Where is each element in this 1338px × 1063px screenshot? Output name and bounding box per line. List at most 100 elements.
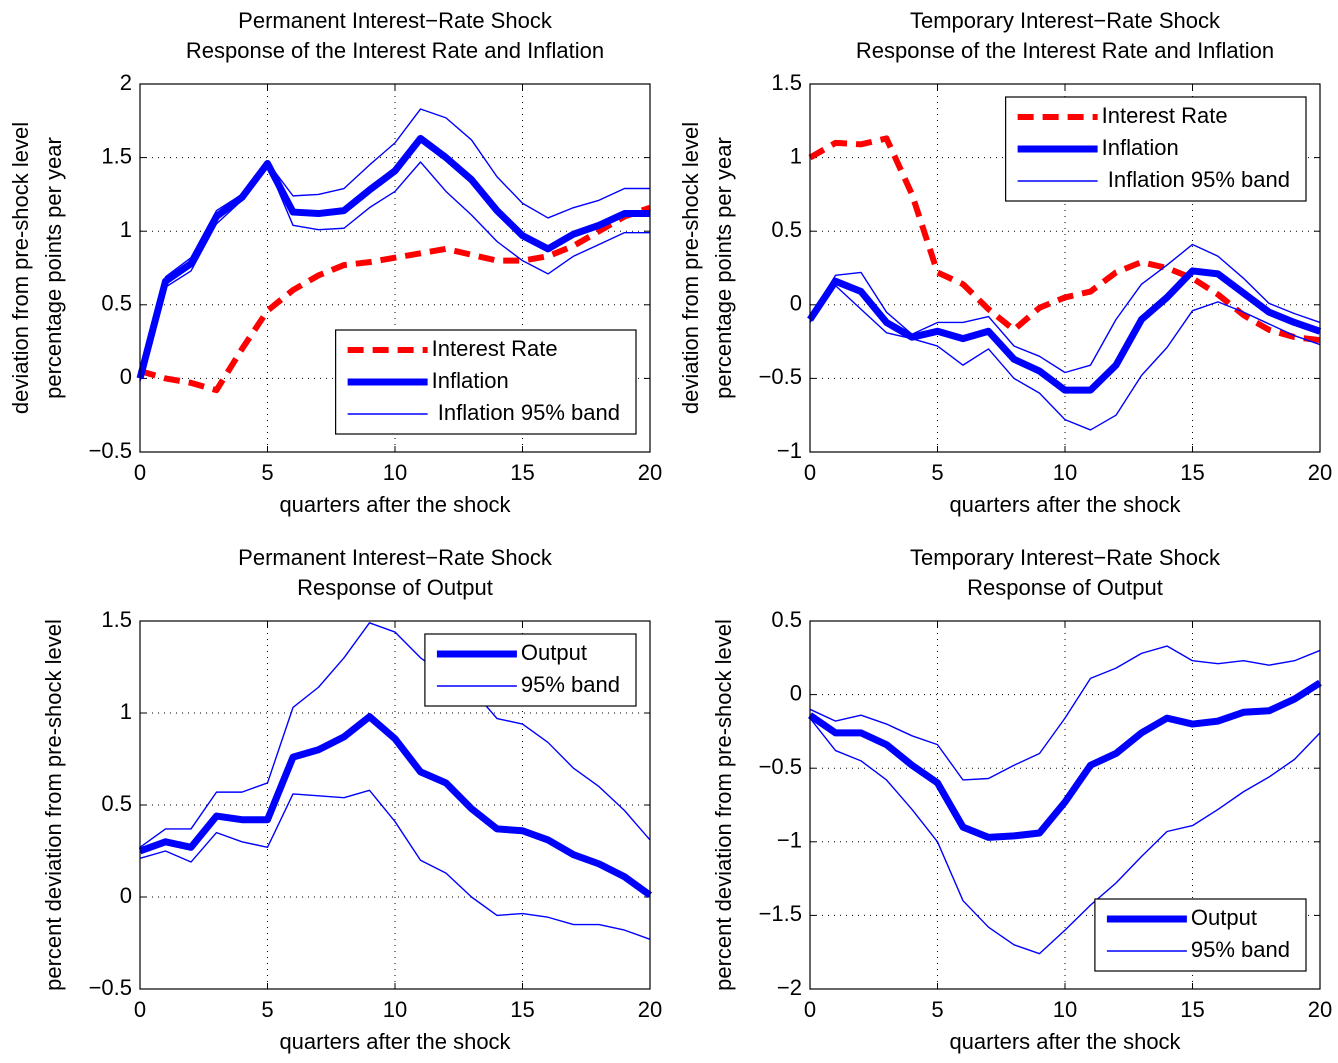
- legend: Output 95% band: [1094, 898, 1307, 972]
- x-tick-label: 0: [134, 460, 146, 485]
- legend-label: Inflation 95% band: [432, 400, 620, 425]
- x-tick-label: 5: [261, 460, 273, 485]
- x-tick-label: 20: [1308, 997, 1332, 1022]
- axes-frame: [809, 620, 1321, 990]
- band-upper-line: [809, 243, 1321, 374]
- legend-label: Inflation: [1102, 135, 1179, 160]
- y-axis-label: percent deviation from pre-shock level: [711, 619, 736, 991]
- x-axis-label: quarters after the shock: [949, 1029, 1181, 1054]
- chart-title: Temporary Interest−Rate Shock: [910, 8, 1221, 33]
- y-tick-label: −0.5: [759, 364, 802, 389]
- x-tick-label: 0: [804, 460, 816, 485]
- legend-label: 95% band: [521, 672, 620, 697]
- x-tick-label: 15: [1180, 460, 1204, 485]
- y-tick-label: 0.5: [771, 217, 802, 242]
- chart-subtitle: Response of the Interest Rate and Inflat…: [856, 38, 1274, 63]
- x-axis-label: quarters after the shock: [949, 492, 1181, 517]
- x-tick-label: 5: [261, 997, 273, 1022]
- y-tick-label: −0.5: [89, 975, 132, 1000]
- x-tick-label: 0: [804, 997, 816, 1022]
- x-tick-label: 0: [134, 997, 146, 1022]
- legend: Output 95% band: [424, 633, 637, 707]
- x-tick-label: 15: [510, 997, 534, 1022]
- legend-label: Interest Rate: [432, 336, 558, 361]
- y-tick-label: −2: [777, 975, 802, 1000]
- legend-label: Inflation: [432, 368, 509, 393]
- y-tick-label: 1.5: [101, 607, 132, 632]
- y-axis-label: deviation from pre-shock level: [678, 122, 703, 414]
- legend: Interest Rate Inflation Inflation 95% ban…: [1005, 96, 1307, 202]
- y-axis-label: percentage points per year: [41, 137, 66, 399]
- series-line: [136, 134, 650, 380]
- chart-subtitle: Response of Output: [967, 575, 1163, 600]
- y-tick-label: −1.5: [759, 901, 802, 926]
- band-lower-line: [809, 717, 1321, 955]
- legend-label: 95% band: [1191, 937, 1290, 962]
- x-tick-label: 10: [1053, 997, 1077, 1022]
- x-tick-label: 10: [1053, 460, 1077, 485]
- y-tick-label: −0.5: [759, 754, 802, 779]
- subplot: Temporary Interest−Rate Shock Response of…: [678, 8, 1332, 517]
- chart-subtitle: Response of the Interest Rate and Inflat…: [186, 38, 604, 63]
- x-tick-label: 5: [931, 997, 943, 1022]
- y-tick-label: 0: [120, 364, 132, 389]
- subplot: Temporary Interest−Rate Shock Response of…: [711, 545, 1332, 1054]
- y-tick-label: 0: [790, 291, 802, 316]
- x-tick-label: 20: [1308, 460, 1332, 485]
- chart-title: Permanent Interest−Rate Shock: [238, 545, 553, 570]
- y-tick-label: −0.5: [89, 438, 132, 463]
- series-line: [808, 679, 1322, 841]
- series-line: [139, 204, 651, 394]
- x-tick-label: 20: [638, 997, 662, 1022]
- legend-label: Output: [521, 640, 587, 665]
- y-tick-label: 0: [120, 883, 132, 908]
- y-tick-label: 2: [120, 70, 132, 95]
- y-tick-label: 1: [120, 699, 132, 724]
- y-tick-label: −1: [777, 828, 802, 853]
- y-tick-label: −1: [777, 438, 802, 463]
- y-tick-label: 1: [120, 217, 132, 242]
- chart-title: Temporary Interest−Rate Shock: [910, 545, 1221, 570]
- y-tick-label: 0.5: [101, 791, 132, 816]
- y-axis-label: deviation from pre-shock level: [8, 122, 33, 414]
- x-tick-label: 10: [383, 460, 407, 485]
- band-upper-line: [139, 108, 650, 376]
- y-tick-label: 1.5: [101, 143, 132, 168]
- axes-frame: [139, 620, 651, 990]
- axes-frame: [139, 83, 651, 453]
- y-tick-label: 0: [790, 680, 802, 705]
- band-upper-line: [139, 622, 651, 848]
- x-axis-label: quarters after the shock: [279, 492, 511, 517]
- y-axis-label: percentage points per year: [711, 137, 736, 399]
- y-tick-label: 1: [790, 143, 802, 168]
- x-tick-label: 15: [510, 460, 534, 485]
- chart-title: Permanent Interest−Rate Shock: [238, 8, 553, 33]
- subplot: Permanent Interest−Rate Shock Response of…: [8, 8, 662, 517]
- band-lower-line: [139, 161, 650, 382]
- x-axis-label: quarters after the shock: [279, 1029, 511, 1054]
- y-axis-label: percent deviation from pre-shock level: [41, 619, 66, 991]
- legend-box: [424, 633, 637, 707]
- series-line: [138, 713, 653, 898]
- x-tick-label: 20: [638, 460, 662, 485]
- x-tick-label: 5: [931, 460, 943, 485]
- y-tick-label: 0.5: [101, 291, 132, 316]
- subplot: Permanent Interest−Rate Shock Response of…: [41, 545, 662, 1054]
- legend: Interest Rate Inflation Inflation 95% ban…: [335, 329, 637, 435]
- y-tick-label: 1.5: [771, 70, 802, 95]
- x-tick-label: 15: [1180, 997, 1204, 1022]
- band-lower-line: [139, 789, 651, 940]
- series-line: [808, 135, 1321, 344]
- x-tick-label: 10: [383, 997, 407, 1022]
- series-line: [807, 267, 1322, 394]
- legend-label: Inflation 95% band: [1102, 167, 1290, 192]
- band-upper-line: [809, 645, 1321, 781]
- legend-label: Interest Rate: [1102, 103, 1228, 128]
- y-tick-label: 0.5: [771, 607, 802, 632]
- legend-label: Output: [1191, 905, 1257, 930]
- chart-subtitle: Response of Output: [297, 575, 493, 600]
- legend-box: [1094, 898, 1307, 972]
- band-lower-line: [809, 284, 1321, 431]
